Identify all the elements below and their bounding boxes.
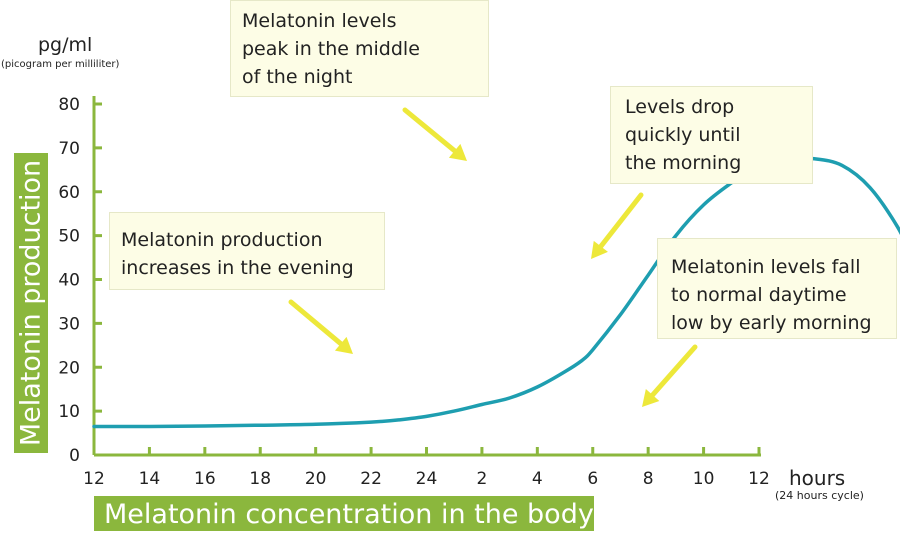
x-tick-label: 10 — [693, 469, 715, 489]
x-tick-label: 20 — [305, 469, 327, 489]
y-tick-label: 30 — [58, 314, 80, 334]
annotation-arrow — [650, 344, 698, 398]
x-tick-label: 2 — [477, 469, 488, 489]
annotation-increase: Melatonin production increases in the ev… — [109, 212, 385, 290]
annotation-arrow — [402, 107, 458, 154]
y-unit-note: (picogram per milliliter) — [1, 59, 120, 70]
annotation-arrow — [288, 299, 344, 347]
x-axis-title: Melatonin concentration in the body — [94, 496, 594, 531]
annotation-drop: Levels drop quickly until the morning — [610, 86, 813, 184]
annotation-peak: Melatonin levels peak in the middle of t… — [230, 0, 489, 97]
y-tick-label: 0 — [69, 446, 80, 466]
x-tick-label: 14 — [139, 469, 161, 489]
annotation-arrowhead — [642, 389, 660, 407]
y-tick-label: 80 — [58, 95, 80, 115]
x-tick-label: 12 — [748, 469, 770, 489]
y-tick-label: 40 — [58, 271, 80, 291]
annotation-fall: Melatonin levels fall to normal daytime … — [657, 238, 897, 339]
x-tick-label: 12 — [83, 469, 105, 489]
x-tick-label: 4 — [532, 469, 543, 489]
y-tick-label: 70 — [58, 139, 80, 159]
annotation-arrows — [288, 107, 698, 407]
annotation-arrow — [598, 192, 644, 249]
y-axis-title-text: Melatonin production — [15, 159, 47, 447]
x-tick-label: 24 — [416, 469, 438, 489]
annotation-arrowhead — [448, 143, 467, 161]
x-tick-label: 8 — [643, 469, 654, 489]
x-tick-label: 16 — [194, 469, 216, 489]
y-tick-label: 10 — [58, 402, 80, 422]
y-axis-title: Melatonin production — [14, 153, 48, 453]
x-unit-label: hours — [789, 466, 846, 490]
x-unit-note: (24 hours cycle) — [775, 489, 864, 502]
annotation-arrowhead — [334, 336, 353, 354]
y-tick-label: 50 — [58, 227, 80, 247]
x-tick-label: 22 — [360, 469, 382, 489]
annotation-arrowhead — [591, 240, 608, 259]
y-tick-label: 20 — [58, 358, 80, 378]
melatonin-curve — [92, 156, 900, 429]
y-unit-label: pg/ml — [38, 34, 93, 56]
x-tick-label: 6 — [587, 469, 598, 489]
y-tick-label: 60 — [58, 183, 80, 203]
x-tick-label: 18 — [249, 469, 271, 489]
chart-series — [92, 156, 900, 429]
